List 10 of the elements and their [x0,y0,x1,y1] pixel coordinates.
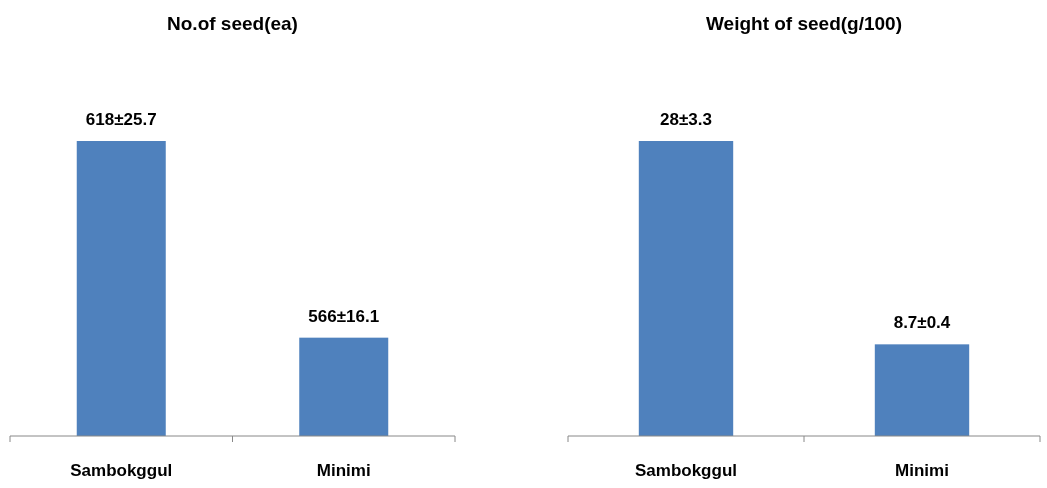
x-tick-label: Minimi [316,461,371,480]
chart-title: No.of seed(ea) [167,13,298,34]
data-label: 618±25.7 [85,110,157,129]
data-label: 566±16.1 [308,306,380,326]
x-tick-label: Sambokggul [70,461,173,480]
x-tick-label: Minimi [895,461,949,480]
data-label: 28±3.3 [660,110,712,129]
chart-title: Weight of seed(g/100) [705,13,903,34]
data-label: 8.7±0.4 [893,313,951,333]
x-tick-label: Sambokggul [634,461,738,480]
